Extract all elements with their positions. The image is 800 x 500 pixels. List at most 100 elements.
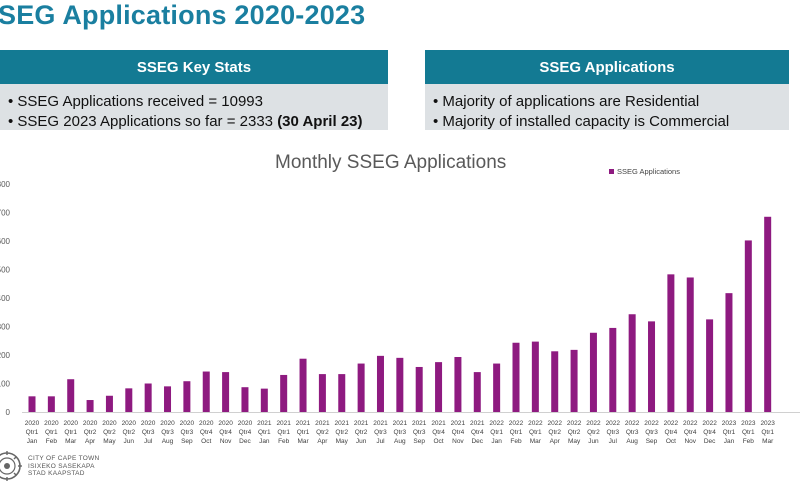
bar bbox=[589, 332, 597, 412]
applications-line-1: • Majority of applications are Residenti… bbox=[433, 93, 700, 110]
bar bbox=[512, 342, 520, 412]
x-tick-label: Jun bbox=[124, 438, 135, 445]
x-tick-label: Qtr2 bbox=[568, 429, 581, 436]
x-tick-label: 2021 bbox=[451, 420, 466, 427]
logo-line-1: CITY OF CAPE TOWN bbox=[28, 455, 100, 462]
x-tick-label: 2023 bbox=[741, 420, 756, 427]
bar bbox=[280, 374, 288, 412]
bar bbox=[725, 293, 733, 412]
x-tick-label: Jun bbox=[356, 438, 367, 445]
bar bbox=[222, 372, 230, 412]
x-tick-label: 2021 bbox=[315, 420, 330, 427]
bar bbox=[648, 321, 656, 412]
x-tick-label: Apr bbox=[550, 438, 561, 445]
x-tick-label: Jan bbox=[491, 438, 502, 445]
x-tick-label: Qtr3 bbox=[626, 429, 639, 436]
x-tick-label: 2021 bbox=[393, 420, 408, 427]
chart-legend: SSEG Applications bbox=[609, 167, 680, 176]
x-tick-label: Nov bbox=[220, 438, 232, 445]
bar bbox=[686, 277, 694, 412]
x-tick-label: Qtr2 bbox=[122, 429, 135, 436]
bar bbox=[493, 363, 501, 412]
x-tick-label: Feb bbox=[743, 438, 755, 445]
x-tick-label: 2022 bbox=[606, 420, 621, 427]
x-tick-label: Qtr2 bbox=[335, 429, 348, 436]
key-stats-line-1: • SSEG Applications received = 10993 bbox=[8, 93, 263, 110]
x-tick-label: Apr bbox=[317, 438, 328, 445]
bar bbox=[628, 314, 636, 412]
x-tick-label: Qtr1 bbox=[277, 429, 290, 436]
bar bbox=[376, 355, 384, 412]
key-stats-line-1-text: SSEG Applications received = 10993 bbox=[17, 93, 263, 110]
x-tick-label: Qtr1 bbox=[258, 429, 271, 436]
x-tick-label: Qtr3 bbox=[394, 429, 407, 436]
x-tick-label: Qtr3 bbox=[413, 429, 426, 436]
x-tick-label: Qtr1 bbox=[742, 429, 755, 436]
city-logo-icon bbox=[0, 451, 22, 481]
x-tick-label: Qtr1 bbox=[490, 429, 503, 436]
x-tick-label: Qtr1 bbox=[723, 429, 736, 436]
bar bbox=[202, 371, 210, 412]
x-tick-label: Aug bbox=[162, 438, 174, 445]
y-tick-label: 300 bbox=[0, 323, 11, 332]
x-tick-label: 2021 bbox=[412, 420, 427, 427]
x-tick-label: 2020 bbox=[160, 420, 175, 427]
x-tick-label: Qtr1 bbox=[510, 429, 523, 436]
x-tick-label: Oct bbox=[201, 438, 211, 445]
bar bbox=[551, 351, 559, 412]
key-stats-line-2-text: SSEG 2023 Applications so far = 2333 bbox=[17, 113, 274, 130]
x-tick-label: Oct bbox=[666, 438, 676, 445]
x-tick-label: Qtr4 bbox=[684, 429, 697, 436]
key-stats-line-2: • SSEG 2023 Applications so far = 2333 (… bbox=[8, 113, 363, 130]
logo-line-2: ISIXEKO SASEKAPA bbox=[28, 462, 95, 470]
x-tick-label: Qtr2 bbox=[316, 429, 329, 436]
x-tick-label: Qtr4 bbox=[200, 429, 213, 436]
x-tick-label: Jun bbox=[588, 438, 599, 445]
x-tick-label: 2020 bbox=[102, 420, 117, 427]
x-tick-label: 2020 bbox=[199, 420, 214, 427]
x-tick-label: Qtr4 bbox=[239, 429, 252, 436]
x-tick-label: Qtr4 bbox=[219, 429, 232, 436]
x-tick-label: 2020 bbox=[218, 420, 233, 427]
x-tick-label: Oct bbox=[433, 438, 443, 445]
x-tick-label: Aug bbox=[394, 438, 406, 445]
x-tick-label: May bbox=[568, 438, 581, 445]
x-tick-label: May bbox=[103, 438, 116, 445]
x-tick-label: May bbox=[336, 438, 349, 445]
y-tick-label: 100 bbox=[0, 380, 11, 389]
x-tick-label: 2021 bbox=[257, 420, 272, 427]
x-tick-label: Feb bbox=[278, 438, 290, 445]
bar bbox=[764, 216, 772, 412]
applications-line-1-text: Majority of applications are Residential bbox=[442, 93, 700, 110]
y-tick-label: 0 bbox=[6, 408, 11, 417]
x-tick-label: 2021 bbox=[335, 420, 350, 427]
x-tick-label: 2021 bbox=[373, 420, 388, 427]
bar bbox=[531, 341, 539, 412]
x-tick-label: Qtr2 bbox=[548, 429, 561, 436]
legend-swatch bbox=[609, 169, 614, 174]
x-tick-label: Sep bbox=[413, 438, 425, 445]
x-tick-label: Qtr4 bbox=[703, 429, 716, 436]
x-tick-label: 2020 bbox=[83, 420, 98, 427]
bar-chart: 0 100 200 300 400 500 600 700 800 2020 Qtr1 Jan 2020… bbox=[0, 180, 800, 445]
x-tick-label: Dec bbox=[239, 438, 251, 445]
x-tick-label: 2022 bbox=[489, 420, 504, 427]
y-tick-label: 400 bbox=[0, 294, 11, 303]
x-tick-label: Qtr2 bbox=[355, 429, 368, 436]
x-tick-label: Jul bbox=[144, 438, 153, 445]
x-tick-label: 2022 bbox=[586, 420, 601, 427]
bar bbox=[47, 396, 55, 412]
x-tick-label: 2022 bbox=[528, 420, 543, 427]
bar bbox=[164, 386, 172, 412]
x-tick-label: 2022 bbox=[567, 420, 582, 427]
x-tick-label: 2020 bbox=[122, 420, 137, 427]
x-tick-label: Qtr2 bbox=[103, 429, 116, 436]
x-tick-label: Jan bbox=[259, 438, 270, 445]
x-tick-label: Apr bbox=[85, 438, 96, 445]
bar bbox=[183, 381, 191, 412]
x-tick-label: 2023 bbox=[722, 420, 737, 427]
x-tick-label: 2021 bbox=[431, 420, 446, 427]
x-tick-label: 2020 bbox=[63, 420, 78, 427]
applications-line-2-text: Majority of installed capacity is Commer… bbox=[442, 113, 730, 130]
x-tick-label: Nov bbox=[684, 438, 696, 445]
